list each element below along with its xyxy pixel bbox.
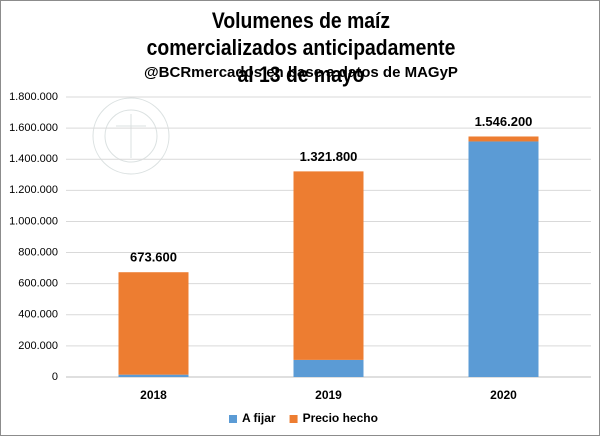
y-tick-label: 200.000	[18, 340, 58, 352]
bar-segment	[118, 272, 189, 375]
chart-title: Volumenes de maíz comercializados antici…	[146, 8, 456, 87]
y-tick-label: 600.000	[18, 278, 58, 290]
x-tick-label: 2020	[490, 388, 517, 402]
legend-label: Precio hecho	[303, 411, 378, 425]
y-tick-label: 1.800.000	[9, 91, 58, 103]
logo-watermark	[92, 97, 170, 175]
bar-segment	[293, 171, 364, 360]
chart-subtitle: @BCRmercados en base a datos de MAGyP	[144, 64, 458, 81]
bar-segment	[468, 136, 539, 142]
legend-swatch	[229, 415, 237, 423]
y-tick-label: 1.200.000	[9, 184, 58, 196]
y-tick-label: 0	[52, 371, 58, 383]
x-tick-label: 2019	[315, 388, 342, 402]
x-tick-label: 2018	[140, 388, 167, 402]
legend-swatch	[289, 415, 298, 423]
bar-segment	[293, 359, 364, 377]
y-tick-label: 1.600.000	[9, 122, 58, 134]
y-tick-label: 1.400.000	[9, 153, 58, 165]
bar-segment	[468, 141, 539, 377]
y-tick-label: 1.000.000	[9, 215, 58, 227]
total-label: 673.600	[130, 250, 177, 265]
legend-label: A fijar	[242, 411, 276, 425]
bar-segment	[118, 374, 189, 377]
y-tick-label: 400.000	[18, 309, 58, 321]
total-label: 1.321.800	[300, 149, 358, 164]
y-tick-label: 800.000	[18, 246, 58, 258]
total-label: 1.546.200	[475, 114, 533, 129]
